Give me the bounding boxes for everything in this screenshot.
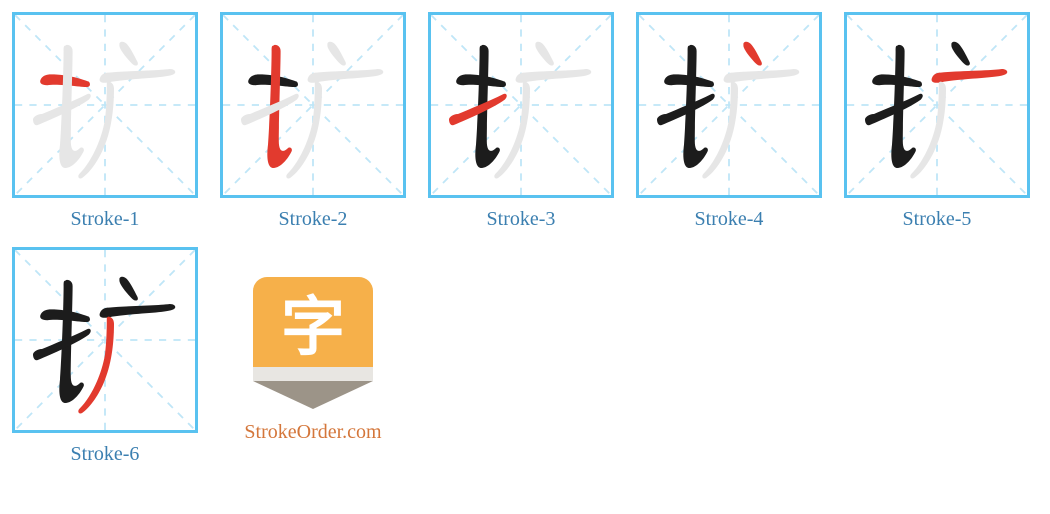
glyph — [431, 15, 611, 195]
logo-top: 字 — [253, 277, 373, 367]
glyph — [639, 15, 819, 195]
logo-char: 字 — [281, 276, 345, 368]
stroke-cell: Stroke-4 — [636, 12, 822, 231]
stroke-card — [12, 12, 198, 198]
stroke-5 — [724, 69, 800, 83]
site-logo-cell: 字 StrokeOrder.com — [220, 247, 406, 466]
stroke-4 — [119, 42, 137, 66]
stroke-caption: Stroke-3 — [487, 208, 556, 231]
stroke-5 — [308, 69, 384, 83]
site-logo: 字 — [253, 277, 373, 397]
stroke-cell: Stroke-5 — [844, 12, 1030, 231]
stroke-cell: Stroke-2 — [220, 12, 406, 231]
stroke-4 — [119, 277, 137, 301]
glyph — [15, 250, 195, 430]
stroke-cell: Stroke-1 — [12, 12, 198, 231]
stroke-grid: Stroke-1 Stroke-2 Stroke-3 Stroke-4 — [12, 12, 1038, 466]
logo-band — [253, 367, 373, 381]
stroke-card — [220, 12, 406, 198]
stroke-5 — [932, 69, 1008, 83]
stroke-cell: Stroke-6 — [12, 247, 198, 466]
stroke-card — [636, 12, 822, 198]
glyph — [15, 15, 195, 195]
stroke-caption: Stroke-6 — [71, 443, 140, 466]
stroke-4 — [535, 42, 553, 66]
glyph — [223, 15, 403, 195]
stroke-caption: Stroke-4 — [695, 208, 764, 231]
stroke-4 — [327, 42, 345, 66]
stroke-4 — [743, 42, 761, 66]
stroke-card — [428, 12, 614, 198]
glyph — [847, 15, 1027, 195]
stroke-caption: Stroke-2 — [279, 208, 348, 231]
pencil-tip-icon — [253, 381, 373, 409]
stroke-caption: Stroke-5 — [903, 208, 972, 231]
stroke-5 — [100, 69, 176, 83]
stroke-card — [12, 247, 198, 433]
stroke-4 — [951, 42, 969, 66]
stroke-card — [844, 12, 1030, 198]
stroke-caption: Stroke-1 — [71, 208, 140, 231]
stroke-5 — [516, 69, 592, 83]
stroke-5 — [100, 304, 176, 318]
stroke-cell: Stroke-3 — [428, 12, 614, 231]
site-caption: StrokeOrder.com — [244, 421, 381, 444]
